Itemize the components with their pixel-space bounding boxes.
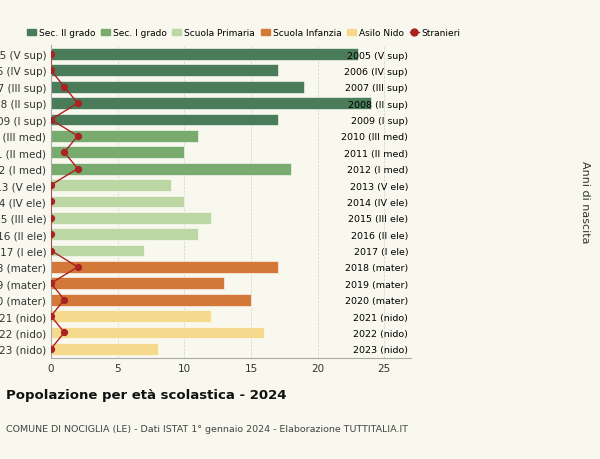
Legend: Sec. II grado, Sec. I grado, Scuola Primaria, Scuola Infanzia, Asilo Nido, Stran: Sec. II grado, Sec. I grado, Scuola Prim… [27, 29, 461, 38]
Point [73, 166, 82, 173]
Point [59, 297, 69, 304]
Point [73, 263, 82, 271]
Point [46, 247, 56, 255]
Bar [51, 278, 224, 290]
Bar [51, 229, 197, 241]
Point [46, 198, 56, 206]
Point [73, 100, 82, 107]
Bar [51, 310, 211, 322]
Bar [51, 131, 197, 142]
Bar [51, 180, 171, 191]
Bar [51, 343, 158, 355]
Text: Popolazione per età scolastica - 2024: Popolazione per età scolastica - 2024 [6, 388, 287, 401]
Point [59, 329, 69, 336]
Text: COMUNE DI NOCIGLIA (LE) - Dati ISTAT 1° gennaio 2024 - Elaborazione TUTTITALIA.I: COMUNE DI NOCIGLIA (LE) - Dati ISTAT 1° … [6, 425, 408, 434]
Bar [51, 262, 278, 273]
Point [46, 280, 56, 287]
Bar [51, 245, 145, 257]
Bar [51, 114, 278, 126]
Point [46, 215, 56, 222]
Point [46, 51, 56, 59]
Point [59, 149, 69, 157]
Bar [51, 196, 184, 208]
Text: Anni di nascita: Anni di nascita [580, 161, 590, 243]
Bar [51, 327, 265, 339]
Point [59, 84, 69, 91]
Point [46, 182, 56, 189]
Bar [51, 82, 304, 94]
Bar [51, 213, 211, 224]
Point [46, 313, 56, 320]
Point [46, 345, 56, 353]
Point [73, 133, 82, 140]
Point [46, 117, 56, 124]
Point [46, 67, 56, 75]
Bar [51, 49, 358, 61]
Bar [51, 163, 291, 175]
Point [46, 231, 56, 238]
Bar [51, 98, 371, 110]
Bar [51, 147, 184, 159]
Bar [51, 65, 278, 77]
Bar [51, 294, 251, 306]
